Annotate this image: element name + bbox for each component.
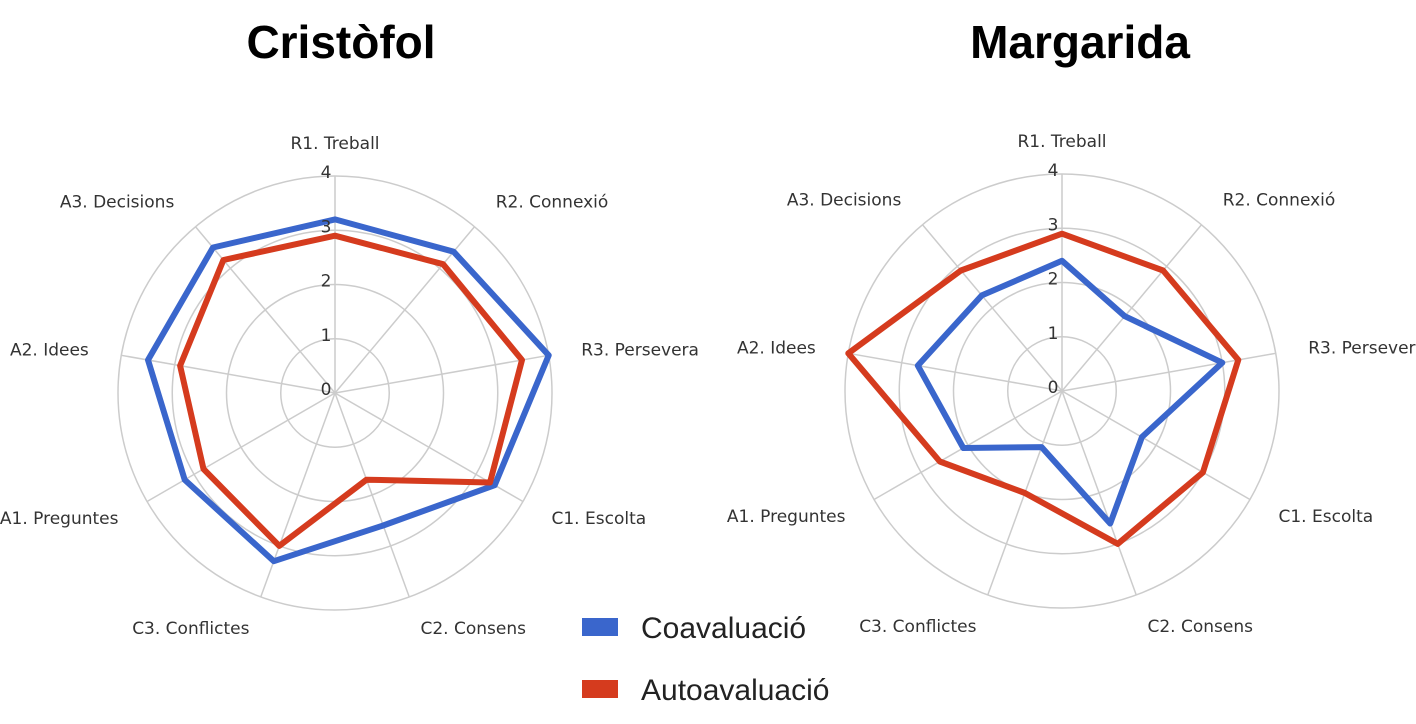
radar-grid-margarida bbox=[844, 173, 1280, 609]
legend: Coavaluació Autoavaluació bbox=[582, 612, 829, 707]
axis-label-a3-decisions: A3. Decisions bbox=[787, 191, 902, 211]
chart-title-margarida: Margarida bbox=[970, 16, 1190, 68]
tick-label-2: 2 bbox=[1048, 270, 1059, 290]
legend-label-autoavaluacio: Autoavaluació bbox=[641, 674, 829, 707]
axis-label-c1-escolta: C1. Escolta bbox=[552, 509, 647, 529]
axis-label-r3-persevera: R3. Persevera bbox=[1308, 339, 1416, 359]
spoke-c2-consens bbox=[1061, 390, 1137, 596]
series-autoavaluacio-cristofol bbox=[177, 232, 525, 549]
axis-label-c2-consens: C2. Consens bbox=[421, 619, 527, 639]
radar-grid-cristofol bbox=[117, 175, 553, 611]
tick-label-2: 2 bbox=[321, 272, 332, 292]
axis-label-a1-preguntes: A1. Preguntes bbox=[0, 509, 119, 529]
axis-label-r2-connexio: R2. Connexió bbox=[1223, 191, 1336, 211]
axis-label-c2-consens: C2. Consens bbox=[1148, 617, 1254, 637]
series-coavaluacio-margarida bbox=[914, 257, 1226, 527]
spoke-a2-idees bbox=[848, 352, 1063, 392]
spoke-a3-decisions bbox=[194, 226, 336, 394]
spoke-c1-escolta bbox=[1061, 390, 1251, 501]
legend-label-coavaluacio: Coavaluació bbox=[641, 612, 806, 645]
tick-label-1: 1 bbox=[321, 326, 332, 346]
spoke-c2-consens bbox=[334, 392, 410, 598]
tick-label-4: 4 bbox=[1048, 161, 1059, 181]
spoke-r2-connexio bbox=[334, 226, 476, 394]
axis-label-c3-conflictes: C3. Conflictes bbox=[859, 617, 976, 637]
axis-label-r1-treball: R1. Treball bbox=[1017, 132, 1106, 152]
spoke-a2-idees bbox=[121, 354, 336, 394]
chart-title-cristofol: Cristòfol bbox=[246, 16, 435, 68]
tick-label-3: 3 bbox=[321, 217, 332, 237]
spoke-a1-preguntes bbox=[146, 392, 336, 503]
axis-label-a3-decisions: A3. Decisions bbox=[60, 193, 175, 213]
axis-label-r1-treball: R1. Treball bbox=[290, 134, 379, 154]
legend-swatch-autoavaluacio bbox=[582, 680, 618, 698]
tick-label-0: 0 bbox=[321, 380, 332, 400]
radar-chart-cristofol: Cristòfol 0 1 2 3 4 R1. Treball R2. Connexió R3… bbox=[0, 16, 699, 639]
series-coavaluacio-cristofol bbox=[145, 216, 552, 565]
legend-swatch-coavaluacio bbox=[582, 618, 618, 636]
axis-label-c1-escolta: C1. Escolta bbox=[1279, 507, 1374, 527]
axis-label-r2-connexio: R2. Connexió bbox=[496, 193, 609, 213]
spoke-r2-connexio bbox=[1061, 224, 1203, 392]
tick-label-1: 1 bbox=[1048, 324, 1059, 344]
axis-label-a1-preguntes: A1. Preguntes bbox=[727, 507, 846, 527]
axis-label-c3-conflictes: C3. Conflictes bbox=[132, 619, 249, 639]
spoke-c3-conflictes bbox=[260, 392, 336, 598]
axis-label-a2-idees: A2. Idees bbox=[10, 341, 89, 361]
axis-label-a2-idees: A2. Idees bbox=[737, 339, 816, 359]
tick-label-3: 3 bbox=[1048, 215, 1059, 235]
spoke-r3-persevera bbox=[1061, 352, 1276, 392]
tick-label-0: 0 bbox=[1048, 378, 1059, 398]
spoke-r3-persevera bbox=[334, 354, 549, 394]
radar-chart-margarida: Margarida 0 1 2 3 4 R1. Treball R2. Connexió R3… bbox=[727, 16, 1416, 637]
spoke-a3-decisions bbox=[921, 224, 1063, 392]
axis-label-r3-persevera: R3. Persevera bbox=[581, 341, 699, 361]
tick-label-4: 4 bbox=[321, 163, 332, 183]
series-autoavaluacio-margarida bbox=[845, 230, 1242, 547]
